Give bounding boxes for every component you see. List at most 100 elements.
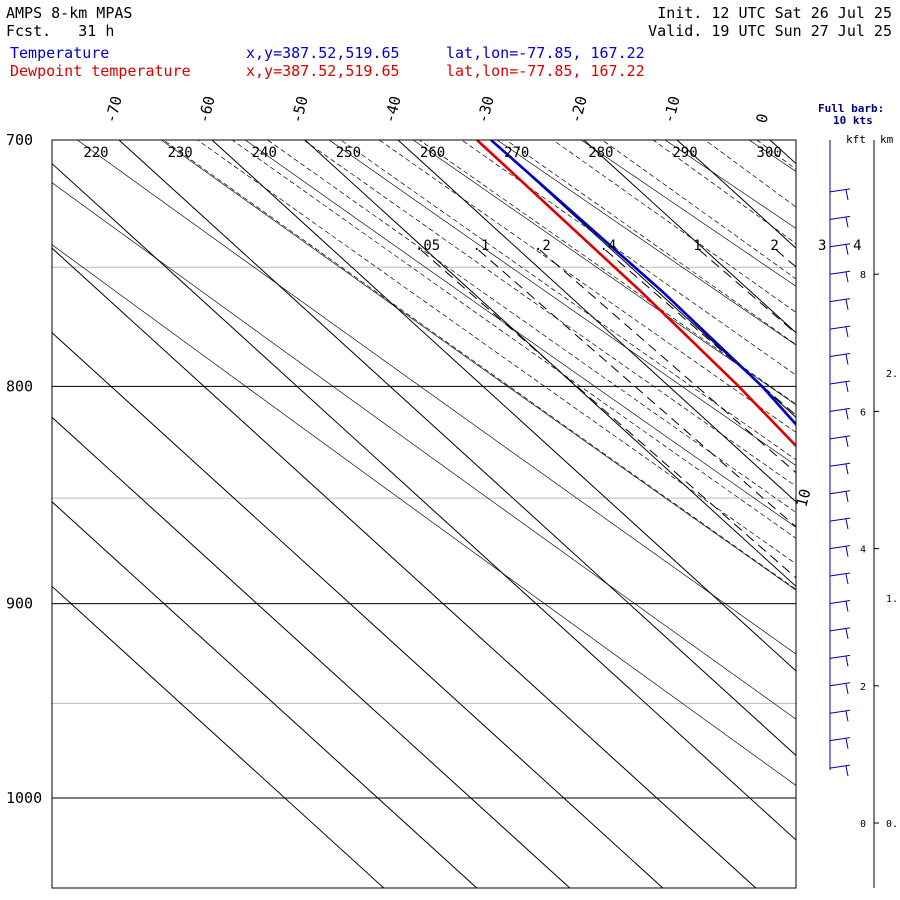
moist-adiabat [797,0,900,888]
mixing-ratio-label: .1 [473,238,490,254]
wind-barb-flag [845,244,849,255]
temperature-tick-label: -10 [659,94,683,125]
wind-barb [829,407,851,412]
wind-barb-flag [845,628,849,640]
dry-adiabat [580,140,796,287]
isotherm-10-label: 10 [792,487,814,509]
wind-barb [829,627,851,632]
dry-adiabat [697,0,900,892]
isotherm [863,140,900,888]
moist-adiabat [552,140,796,313]
mixing-ratio-line [478,249,796,528]
dry-adiabat [534,0,900,892]
wind-barb-flag [845,601,849,612]
wind-barb [829,764,851,769]
isotherm [52,501,478,888]
mixing-ratio-label: 2 [770,238,778,254]
kft-tick-label: 0 [860,819,866,830]
temperature-tick-label: 0 [752,112,772,125]
wind-barb [829,243,851,248]
kft-tick-label: 8 [860,270,866,281]
wind-barb [829,435,851,440]
isotherm [583,140,796,334]
kft-tick-label: 2 [860,682,866,693]
km-tick-label: 2. [886,369,898,380]
wind-barb [829,599,851,604]
dewpoint-profile [476,140,796,448]
wind-barb-flag [845,272,849,283]
wind-barb-flag [845,436,849,447]
km-label: km [880,133,894,146]
wind-barb [829,462,851,467]
mixing-ratio-label: 1 [693,238,701,254]
pressure-tick-label: 800 [6,377,33,395]
pressure-tick-label: 700 [6,131,33,149]
isotherm [769,140,796,165]
wind-barb-flag [845,326,849,338]
header-right: Init. 12 UTC Sat 26 Jul 25 Valid. 19 UTC… [648,4,892,40]
dry-adiabat [412,140,796,406]
mixing-ratio-line [539,249,796,474]
chart-series [476,140,796,448]
wind-barb [829,517,851,522]
pressure-tick-label: 1000 [6,789,42,807]
plot-frame [51,139,797,889]
moist-adiabat [340,140,796,461]
theta-label: 300 [757,145,782,161]
pressure-tick-label: 900 [6,595,33,613]
model-title: AMPS 8-km MPAS [6,4,133,22]
wind-barb-flag [845,573,849,585]
wind-column: 8 6 4 2 0 2. 1. 0. [829,140,898,888]
dry-adiabat [615,0,900,892]
kft-tick-label: 4 [860,545,866,556]
wind-barb-flag [845,546,849,557]
wind-barb [829,709,851,714]
isotherm [490,140,796,418]
kft-tick-label: 6 [860,407,866,418]
mixing-ratio-line [698,249,796,335]
legend-dewpoint: Dewpoint temperature [10,62,191,80]
mixing-ratio-line [605,249,796,416]
wind-barb-flag [845,354,849,365]
theta-label: 230 [167,145,192,161]
isotherm [676,140,796,249]
temperature-profile [490,140,796,427]
wind-barb [829,545,851,550]
mixing-ratio-label: .2 [534,238,551,254]
moist-adiabat [266,140,796,513]
legend-temperature-xy: x,y=387.52,519.65 [246,44,400,62]
wind-barb-flag [845,711,849,722]
wind-barb [829,298,851,303]
wind-barb-flag [845,409,849,420]
moist-adiabat [505,140,796,346]
valid-value: 19 UTC Sun 27 Jul 25 [711,22,892,40]
legend-dewpoint-name: Dewpoint temperature [10,62,191,80]
wind-barb [829,325,851,330]
wind-barb [829,654,851,659]
theta-label: 270 [504,145,529,161]
theta-label: 290 [672,145,697,161]
temperature-tick-label: -40 [380,94,404,125]
fcst-label: Fcst. [6,22,52,40]
temperature-tick-label: -60 [194,94,218,125]
wind-barb-flag [845,766,849,777]
legend-dewpoint-latlon: lat,lon=-77.85, 167.22 [446,62,645,80]
wind-legend-line1: Full barb: [818,102,885,115]
isotherm [52,247,757,888]
wind-barb-flag [845,519,849,530]
isotherm [52,332,664,888]
mixing-ratio-line [859,250,900,880]
moist-adiabat [750,0,900,888]
isotherm [52,416,571,888]
moist-adiabat [601,140,796,280]
theta-label: 240 [252,145,277,161]
isotherm [304,140,796,588]
wind-barb [829,215,851,220]
init-label: Init. [657,4,703,22]
wind-barb [829,188,851,193]
wind-barb [829,490,851,495]
